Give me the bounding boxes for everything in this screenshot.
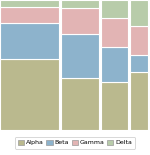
Bar [0,59,59,130]
Bar [61,34,99,78]
Bar [0,7,59,23]
Bar [130,26,148,55]
Bar [130,55,148,72]
Bar [100,0,128,18]
Bar [61,78,99,130]
Bar [0,0,59,7]
Bar [100,18,128,47]
Bar [100,47,128,82]
Bar [61,0,99,8]
Bar [130,0,148,26]
Bar [130,72,148,130]
Legend: Alpha, Beta, Gamma, Delta: Alpha, Beta, Gamma, Delta [15,137,135,149]
Bar [0,23,59,59]
Bar [61,8,99,34]
Bar [100,82,128,130]
